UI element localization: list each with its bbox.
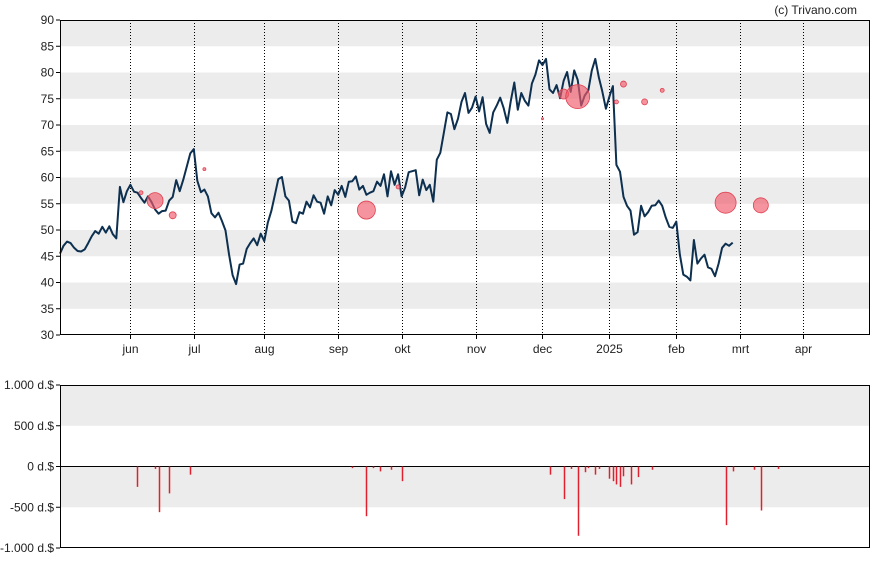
y-tick-label: 60 bbox=[41, 171, 55, 185]
x-tick-label: jul bbox=[187, 342, 200, 356]
volume-band bbox=[60, 385, 870, 426]
trade-bubble bbox=[202, 167, 207, 172]
x-tick-label: sep bbox=[329, 342, 349, 356]
price-line-group bbox=[59, 57, 734, 286]
price-band bbox=[60, 230, 870, 257]
volume-band bbox=[60, 466, 870, 508]
y-tick-label: 40 bbox=[41, 276, 55, 290]
y-tick-label: 90 bbox=[41, 13, 55, 27]
price-frame bbox=[60, 20, 870, 335]
trade-bubble bbox=[541, 117, 544, 121]
volume-y-tick-label: -1.000 d.$ bbox=[0, 541, 54, 555]
volume-bands bbox=[60, 385, 870, 508]
trade-bubble bbox=[168, 211, 177, 220]
x-tick-label: 2025 bbox=[596, 342, 623, 356]
trade-bubble bbox=[146, 192, 164, 210]
trade-bubble bbox=[659, 87, 665, 93]
volume-frame-rect bbox=[60, 385, 870, 548]
volume-y-tick-label: 0 d.$ bbox=[27, 460, 54, 474]
x-tick-label: jun bbox=[121, 342, 138, 356]
x-tick-label: feb bbox=[668, 342, 685, 356]
volume-panel: 1.000 d.$ 500 d.$ 0 d.$ -500 d.$ -1.000 d.$ bbox=[0, 378, 870, 555]
price-band bbox=[60, 282, 870, 309]
x-tick-label: okt bbox=[394, 342, 411, 356]
trade-bubble bbox=[565, 84, 591, 110]
trade-bubble bbox=[395, 184, 401, 190]
credit-text: (c) Trivano.com bbox=[774, 3, 857, 17]
price-y-axis: 30 35 40 45 50 55 60 65 70 75 80 85 90 bbox=[41, 13, 60, 342]
volume-bars bbox=[136, 466, 780, 536]
price-x-axis: jun jul aug sep okt nov dec 2025 feb mrt apr bbox=[121, 335, 812, 356]
price-band bbox=[60, 20, 870, 47]
trade-bubble bbox=[356, 200, 376, 220]
y-tick-label: 45 bbox=[41, 249, 55, 263]
y-tick-label: 75 bbox=[41, 92, 55, 106]
trade-bubble bbox=[714, 191, 737, 214]
volume-y-tick-label: -500 d.$ bbox=[10, 500, 54, 514]
x-tick-label: mrt bbox=[732, 342, 750, 356]
price-band bbox=[60, 177, 870, 204]
trade-bubbles bbox=[138, 80, 769, 220]
price-band bbox=[60, 125, 870, 152]
price-frame-rect bbox=[60, 20, 870, 335]
x-tick-label: apr bbox=[795, 342, 812, 356]
y-tick-label: 50 bbox=[41, 223, 55, 237]
y-tick-label: 35 bbox=[41, 302, 55, 316]
y-tick-label: 70 bbox=[41, 118, 55, 132]
y-tick-label: 30 bbox=[41, 328, 55, 342]
volume-y-tick-label: 1.000 d.$ bbox=[4, 378, 54, 392]
volume-frame bbox=[60, 385, 870, 548]
volume-y-tick-label: 500 d.$ bbox=[14, 419, 54, 433]
x-tick-label: aug bbox=[254, 342, 274, 356]
trade-bubble bbox=[752, 197, 769, 214]
price-panel: 30 35 40 45 50 55 60 65 70 75 80 85 90 jun jul aug sep o… bbox=[41, 13, 870, 356]
y-tick-label: 85 bbox=[41, 39, 55, 53]
volume-y-axis: 1.000 d.$ 500 d.$ 0 d.$ -500 d.$ -1.000 d.$ bbox=[0, 378, 60, 555]
x-tick-label: nov bbox=[467, 342, 486, 356]
y-tick-label: 55 bbox=[41, 197, 55, 211]
y-tick-label: 65 bbox=[41, 144, 55, 158]
trade-bubble bbox=[614, 99, 619, 105]
x-tick-label: dec bbox=[533, 342, 552, 356]
trade-bubble bbox=[641, 98, 649, 106]
trade-bubble bbox=[620, 80, 627, 88]
y-tick-label: 80 bbox=[41, 66, 55, 80]
trade-bubble bbox=[138, 190, 144, 196]
price-line bbox=[59, 57, 734, 286]
